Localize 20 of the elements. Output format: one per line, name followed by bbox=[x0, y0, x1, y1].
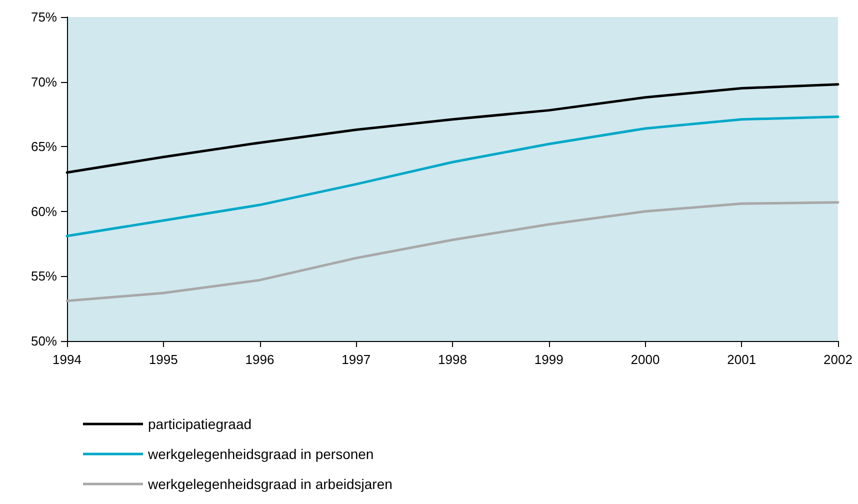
y-tick-label: 65% bbox=[30, 139, 58, 154]
line-series bbox=[66, 201, 840, 302]
legend-label: participatiegraad bbox=[148, 416, 252, 432]
y-tick-label: 75% bbox=[30, 10, 58, 24]
x-tick-label: 2002 bbox=[824, 352, 852, 367]
x-tick-label: 1996 bbox=[245, 352, 274, 367]
x-tick-label: 2001 bbox=[727, 352, 756, 367]
y-tick-label: 55% bbox=[30, 268, 58, 284]
x-tick-label: 2000 bbox=[630, 352, 660, 367]
x-tick-label: 1999 bbox=[534, 352, 564, 367]
x-tick-label: 1998 bbox=[438, 352, 467, 367]
legend-label: werkgelegenheidsgraad in arbeidsjaren bbox=[147, 476, 392, 492]
x-tick-label: 1995 bbox=[148, 352, 178, 367]
x-tick-label: 1994 bbox=[52, 352, 82, 367]
y-tick-label: 70% bbox=[30, 74, 58, 90]
line-series bbox=[66, 116, 840, 238]
x-tick-label: 1997 bbox=[342, 352, 371, 367]
legend-label: werkgelegenheidsgraad in personen bbox=[147, 446, 374, 462]
y-tick-label: 60% bbox=[30, 204, 58, 219]
y-tick-label: 50% bbox=[30, 334, 58, 348]
